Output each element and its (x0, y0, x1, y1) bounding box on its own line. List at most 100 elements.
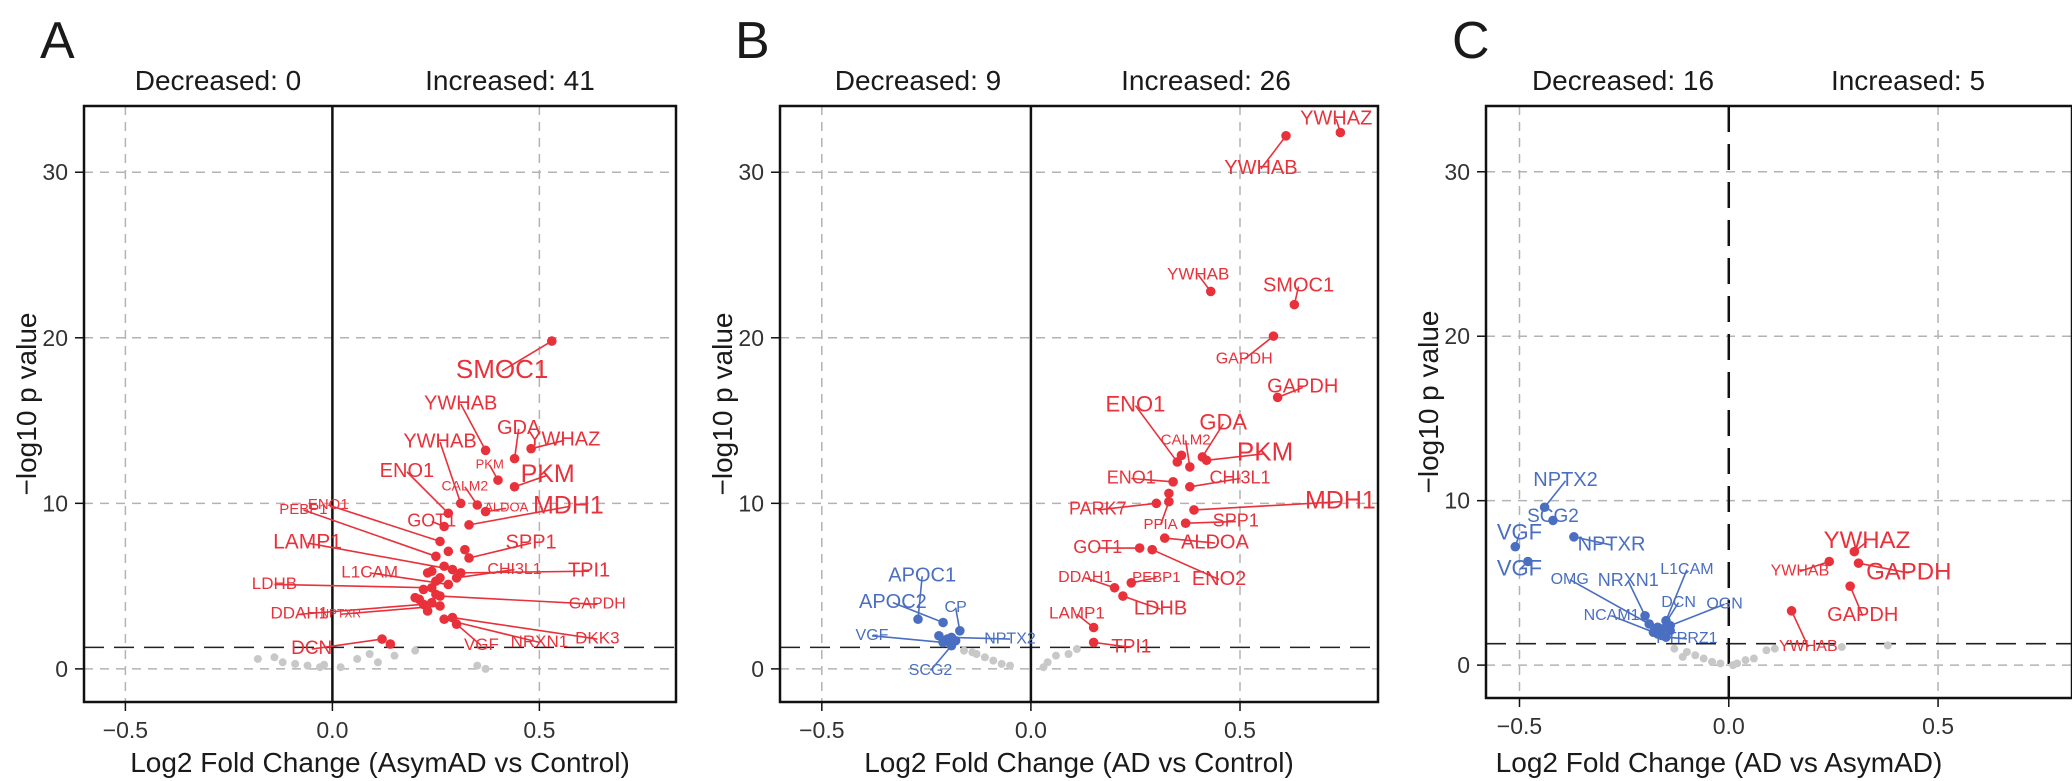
gene-label: CALM2 (442, 477, 489, 493)
label-connector (1573, 536, 1612, 546)
gene-label: OMG (1551, 571, 1589, 588)
gene-label: MDH1 (533, 491, 604, 519)
point-increased (435, 536, 445, 547)
gene-label: TPI1 (1111, 636, 1151, 657)
gene-label: CP (945, 599, 967, 616)
point-not-significant (278, 658, 287, 667)
gene-label: L1CAM (341, 562, 398, 581)
gene-label: DCN (1661, 594, 1696, 611)
label-connector (328, 504, 441, 543)
point-not-significant (353, 654, 362, 663)
label-connector (1193, 500, 1341, 511)
point-increased (1845, 581, 1855, 591)
point-not-significant (960, 646, 968, 655)
point-increased (426, 597, 437, 608)
point-increased (451, 619, 462, 629)
point-increased (1189, 505, 1199, 515)
point-increased (1126, 578, 1137, 588)
point-increased (377, 634, 387, 644)
x-axis-title: Log2 Fold Change (AD vs Control) (864, 747, 1294, 778)
gene-label: GAPDH (1216, 351, 1273, 368)
label-connector (1661, 602, 1680, 630)
x-tick-label: 0.5 (1922, 713, 1954, 739)
y-tick-label: 10 (738, 490, 764, 516)
gene-label: DDAH1 (270, 604, 328, 623)
point-not-significant (291, 659, 300, 668)
y-tick-label: 0 (55, 656, 68, 682)
point-decreased (1665, 625, 1675, 636)
label-connector (1665, 569, 1688, 622)
label-connector (468, 505, 569, 526)
gene-label: SPP1 (1213, 510, 1259, 530)
point-not-significant (303, 661, 312, 670)
point-not-significant (253, 654, 262, 663)
gene-label: CALM2 (1161, 431, 1211, 448)
point-increased (1164, 496, 1174, 507)
gene-label: APOC2 (859, 591, 927, 613)
increased-count: Increased: 26 (1121, 65, 1291, 96)
point-decreased (913, 614, 923, 625)
point-increased (439, 521, 449, 532)
point-increased (1824, 556, 1835, 567)
gene-label: NRXN1 (1598, 570, 1659, 590)
label-connector (1243, 335, 1274, 360)
point-increased (455, 568, 466, 578)
point-not-significant (1670, 644, 1679, 653)
label-connector (1189, 477, 1241, 488)
point-not-significant (481, 664, 490, 673)
point-not-significant (1678, 652, 1687, 661)
point-increased (526, 443, 536, 454)
gene-label: YWHAB (1224, 157, 1297, 179)
point-increased (435, 601, 445, 611)
gene-label: PEBP1 (279, 501, 327, 518)
gene-label: NPTXR (1578, 533, 1646, 555)
label-connector (1790, 610, 1810, 648)
x-tick-label: 0.0 (316, 717, 348, 743)
point-not-significant (1762, 646, 1771, 655)
point-increased (1786, 606, 1797, 616)
point-decreased (1644, 619, 1655, 629)
label-connector (303, 509, 437, 558)
label-connector (514, 474, 548, 488)
point-decreased (1652, 622, 1663, 633)
point-decreased (1640, 610, 1650, 621)
point-decreased (1569, 532, 1579, 542)
point-not-significant (1699, 654, 1708, 663)
point-decreased (1548, 515, 1558, 526)
decreased-count: Decreased: 9 (835, 65, 1002, 96)
gene-label: GDA (497, 417, 541, 439)
y-tick-label: 0 (751, 656, 764, 682)
gene-label: LDHB (252, 574, 297, 593)
label-connector (501, 340, 553, 372)
point-increased (426, 566, 437, 577)
point-increased (1088, 622, 1099, 633)
gene-label: GAPDH (1267, 376, 1338, 398)
gene-label: NRXN1 (511, 632, 569, 651)
label-connector (1134, 405, 1178, 463)
panel-c: C Decreased: 16 Increased: 5 −0.5 0.0 0.5 0 10 2… (1413, 12, 2072, 778)
point-not-significant (997, 659, 1006, 668)
point-not-significant (1837, 643, 1846, 652)
gene-label: TPI1 (568, 559, 610, 581)
label-connector (460, 403, 487, 451)
point-not-significant (270, 653, 279, 662)
point-increased (1118, 591, 1128, 601)
point-not-significant (320, 660, 329, 669)
point-not-significant (1072, 645, 1081, 654)
point-increased (1205, 286, 1216, 297)
label-connector (1260, 135, 1287, 170)
label-connector (406, 471, 449, 514)
point-decreased (938, 617, 948, 628)
point-increased (472, 500, 483, 510)
gene-label: ENO1 (308, 496, 349, 513)
point-increased (493, 475, 503, 485)
gene-label: LDHB (1134, 598, 1187, 620)
label-connector (892, 601, 944, 624)
label-connector (1799, 560, 1830, 573)
y-tick-label: 30 (42, 159, 68, 185)
gene-label: DCN (291, 638, 332, 659)
gene-label: LAMP1 (273, 531, 342, 554)
x-tick-label: 0.0 (1713, 713, 1745, 739)
decreased-count: Decreased: 0 (135, 65, 302, 96)
